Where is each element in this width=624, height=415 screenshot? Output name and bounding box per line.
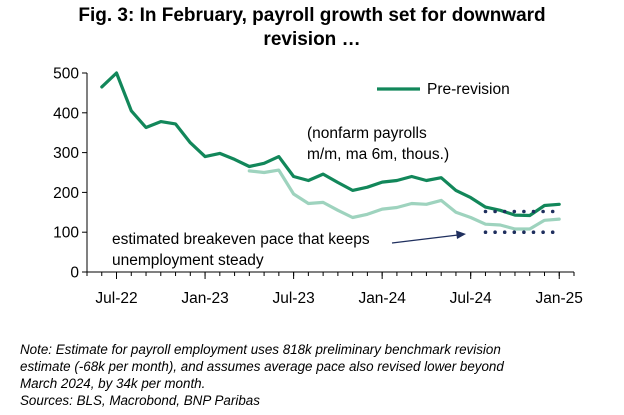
legend-label-pre-revision: Pre-revision [427,81,510,98]
annotation-arrow-head [456,230,466,239]
x-tick-label-Jul-23: Jul-23 [272,290,314,307]
x-tick-label-Jan-24: Jan-24 [358,290,406,307]
chart-title: Fig. 3: In February, payroll growth set … [0,4,624,52]
post-revision-line [247,168,561,231]
pre-revision-line [100,71,561,218]
note-line-3: March 2024, by 34k per month. [20,376,206,391]
x-tick-label-Jan-23: Jan-23 [181,290,228,307]
chart-note: Note: Estimate for payroll employment us… [20,341,620,409]
x-tick-label-Jul-24: Jul-24 [450,290,493,307]
y-tick-label-500: 500 [53,66,79,83]
y-tick-label-0: 0 [70,265,79,282]
y-tick-label-200: 200 [53,185,79,202]
y-tick-label-400: 400 [53,105,79,122]
annotation-arrow-shaft [391,234,459,244]
note-line-1: Note: Estimate for payroll employment us… [20,342,501,357]
annotation-breakeven-line-1: estimated breakeven pace that keeps [112,231,370,248]
line-chart: 0 100 200 300 400 500 Jul-22 Jan-23 Jul-23 Jan-24… [53,66,583,308]
annotation-breakeven-line-2: unemployment steady [112,252,264,269]
chart-title-line-2: revision … [263,29,361,50]
annotation-units-line-1: (nonfarm payrolls [307,125,427,142]
annotation-units-line-2: m/m, ma 6m, thous.) [307,146,449,163]
chart-title-line-1: Fig. 3: In February, payroll growth set … [78,5,546,26]
y-tick-label-300: 300 [53,145,79,162]
x-tick-label-Jan-25: Jan-25 [536,290,583,307]
note-line-2: estimate (-68k per month), and assumes a… [20,359,504,374]
x-tick-label-Jul-22: Jul-22 [95,290,137,307]
sources-line: Sources: BLS, Macrobond, BNP Paribas [20,393,260,408]
y-tick-label-100: 100 [53,225,79,242]
